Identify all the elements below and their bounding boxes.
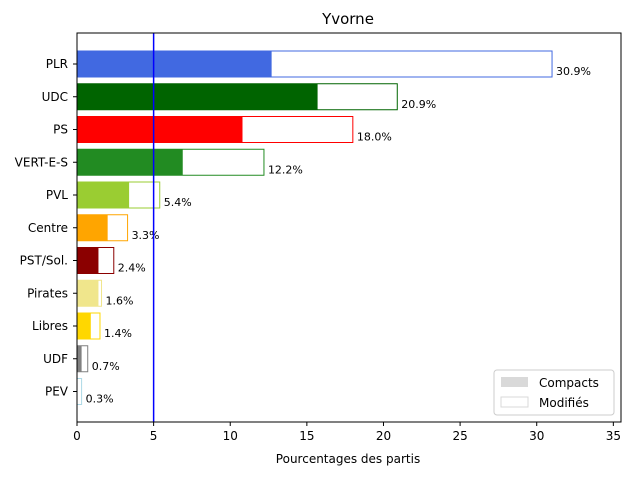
value-label: 30.9% <box>556 65 591 78</box>
bar-compacts <box>77 51 272 77</box>
y-tick-label: PLR <box>46 57 68 71</box>
y-tick-label: PST/Sol. <box>20 254 68 268</box>
x-tick-label: 10 <box>223 429 238 443</box>
y-tick-label: VERT-E-S <box>15 155 68 169</box>
y-tick-label: UDC <box>42 90 68 104</box>
value-label: 12.2% <box>268 163 303 176</box>
value-label: 20.9% <box>401 98 436 111</box>
y-tick-label: PS <box>53 123 68 137</box>
y-tick-label: PVL <box>46 188 68 202</box>
plot-area: 30.9% PLR 20.9% UDC 18.0% PS 12.2% VERT-E-S 5.4%… <box>15 33 621 443</box>
x-tick-label: 25 <box>452 429 467 443</box>
chart-title: Yvorne <box>321 10 374 28</box>
x-tick-label: 35 <box>606 429 621 443</box>
value-label: 1.4% <box>104 327 132 340</box>
x-axis-label: Pourcentages des partis <box>276 452 420 466</box>
bar-compacts <box>77 214 108 241</box>
bar-compacts <box>77 83 318 110</box>
y-tick-label: Libres <box>32 319 68 333</box>
x-tick-label: 5 <box>150 429 158 443</box>
legend-swatch <box>501 377 528 387</box>
value-label: 18.0% <box>357 131 392 144</box>
bar-compacts <box>77 247 99 274</box>
bar-compacts <box>77 345 82 372</box>
bar-modifies <box>76 378 83 405</box>
bar-compacts <box>77 280 99 307</box>
plot-frame <box>76 32 622 423</box>
legend-label: Compacts <box>539 376 599 390</box>
legend-label: Modifiés <box>539 396 589 410</box>
x-tick-label: 15 <box>299 429 314 443</box>
bar-compacts <box>77 313 91 339</box>
x-tick-label: 0 <box>73 429 81 443</box>
x-tick-label: 20 <box>376 429 391 443</box>
bar-compacts <box>77 149 183 176</box>
y-tick-label: Centre <box>28 221 68 235</box>
legend-swatch <box>500 396 529 408</box>
bar-compacts <box>77 116 243 143</box>
value-label: 5.4% <box>164 196 192 209</box>
value-label: 3.3% <box>132 229 160 242</box>
value-label: 1.6% <box>106 294 134 307</box>
value-label: 2.4% <box>118 262 146 275</box>
bar-compacts <box>77 182 130 208</box>
value-label: 0.7% <box>92 360 120 373</box>
y-tick-label: UDF <box>43 352 68 366</box>
y-tick-label: PEV <box>45 385 69 399</box>
y-tick-label: Pirates <box>27 286 68 300</box>
x-tick-label: 30 <box>529 429 544 443</box>
legend: Compacts Modifiés <box>493 369 615 416</box>
value-label: 0.3% <box>86 393 114 406</box>
